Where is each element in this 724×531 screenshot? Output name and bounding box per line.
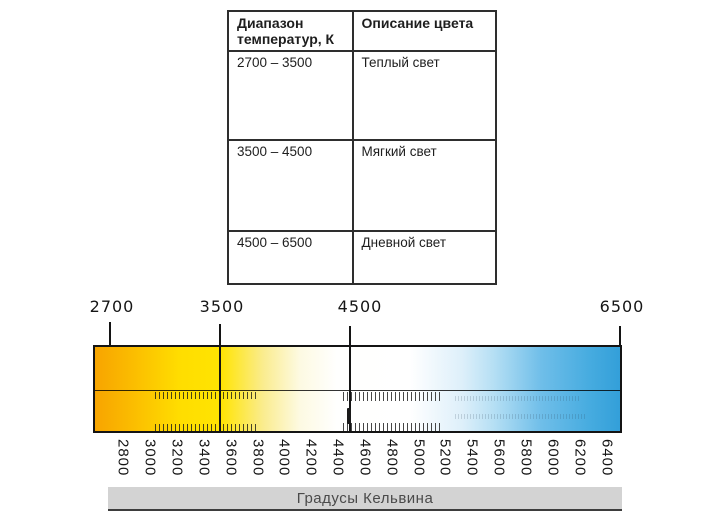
range-cell: 2700 – 3500 <box>227 50 354 141</box>
tick-marks <box>155 392 257 399</box>
kelvin-bottom-label: 3400 <box>195 439 213 477</box>
kelvin-bottom-label: 6400 <box>598 439 616 477</box>
kelvin-bottom-label: 5000 <box>410 439 428 477</box>
table-header-row: Диапазон температур, К Описание цвета <box>227 10 497 52</box>
kelvin-bottom-label: 3000 <box>141 439 159 477</box>
caption-label: Градусы Кельвина <box>296 489 434 507</box>
gradient-divider-3500 <box>219 345 221 433</box>
kelvin-bottom-label: 4800 <box>383 439 401 477</box>
table-row: 3500 – 4500 Мягкий свет <box>227 139 497 232</box>
kelvin-bottom-label: 4000 <box>275 439 293 477</box>
kelvin-bottom-label: 3800 <box>249 439 267 477</box>
kelvin-bottom-label: 4200 <box>302 439 320 477</box>
kelvin-bottom-label: 6200 <box>571 439 589 477</box>
tick-marks <box>343 392 441 401</box>
tick-marks <box>455 414 585 419</box>
kelvin-bottom-label: 5600 <box>490 439 508 477</box>
gradient-divider-4500 <box>349 345 351 433</box>
tick-marks <box>343 423 443 431</box>
range-cell: 4500 – 6500 <box>227 230 354 285</box>
kelvin-bottom-label: 3200 <box>168 439 186 477</box>
kelvin-bottom-label: 6000 <box>544 439 562 477</box>
kelvin-bottom-label: 4400 <box>329 439 347 477</box>
scale-tick <box>349 326 351 345</box>
header-color-description: Описание цвета <box>351 10 497 52</box>
kelvin-bottom-label: 5200 <box>436 439 454 477</box>
temperature-table: Диапазон температур, К Описание цвета 27… <box>227 10 497 285</box>
kelvin-bottom-label: 5800 <box>517 439 535 477</box>
caption-bar: Градусы Кельвина <box>108 487 622 511</box>
description-cell: Теплый свет <box>351 50 497 141</box>
scale-top-label: 6500 <box>599 297 645 316</box>
kelvin-bottom-label: 4600 <box>356 439 374 477</box>
kelvin-bottom-label: 5400 <box>463 439 481 477</box>
scale-tick <box>619 326 621 345</box>
table-row: 4500 – 6500 Дневной свет <box>227 230 497 285</box>
scale-top-label: 2700 <box>89 297 135 316</box>
description-cell: Дневной свет <box>351 230 497 285</box>
scale-top-label: 4500 <box>337 297 383 316</box>
header-temperature-range: Диапазон температур, К <box>227 10 354 52</box>
table-row: 2700 – 3500 Теплый свет <box>227 50 497 141</box>
scale-tick <box>109 322 111 345</box>
kelvin-bottom-label: 3600 <box>222 439 240 477</box>
range-cell: 3500 – 4500 <box>227 139 354 232</box>
ink-mark <box>347 408 351 424</box>
scale-top-label: 3500 <box>199 297 245 316</box>
color-temperature-gradient-bar <box>93 345 622 433</box>
gradient-bar-midline <box>95 390 620 391</box>
kelvin-bottom-label: 2800 <box>114 439 132 477</box>
description-cell: Мягкий свет <box>351 139 497 232</box>
tick-marks <box>155 424 259 431</box>
scale-tick <box>219 324 221 345</box>
tick-marks <box>455 396 580 401</box>
